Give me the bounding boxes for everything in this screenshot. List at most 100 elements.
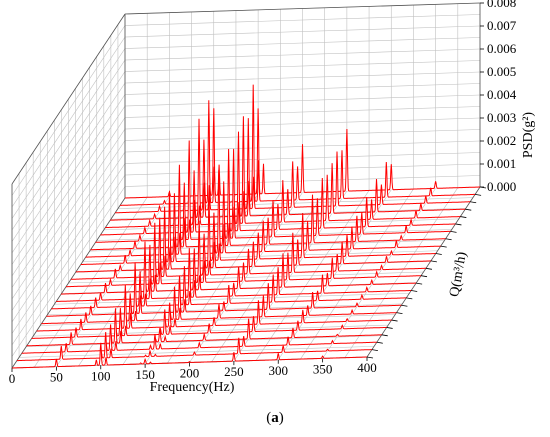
x-tick-label: 50 [50, 370, 63, 385]
axis-box-edge [124, 2, 481, 15]
y-tick-mark [406, 297, 413, 300]
y-tick-mark [376, 341, 383, 344]
x-tick-label: 0 [9, 371, 16, 386]
x-tick-label: 200 [180, 366, 200, 381]
left-wall-gridline [11, 128, 126, 300]
floor-gridline [40, 314, 396, 326]
left-wall-gridline [11, 105, 126, 277]
left-wall-gridline [11, 71, 126, 242]
floor-gridline [54, 292, 410, 305]
y-tick-mark [381, 334, 388, 337]
z-tick-label: 0.007 [487, 18, 517, 33]
left-wall-gridline [11, 174, 126, 346]
series-trace [120, 84, 476, 206]
y-tick-mark [430, 260, 437, 263]
x-tick-label: 400 [357, 360, 377, 375]
left-wall-gridline [11, 186, 126, 357]
y-tick-mark [465, 208, 472, 211]
y-tick-mark [420, 275, 428, 278]
z-tick-label: 0.008 [487, 0, 516, 10]
y-tick-mark [445, 238, 452, 241]
y-tick-mark [455, 223, 462, 226]
floor-gridline [89, 239, 445, 252]
x-axis-title: Frequency(Hz) [150, 380, 235, 395]
back-wall-gridline [124, 117, 481, 130]
left-wall-gridline [11, 151, 126, 323]
back-wall-gridline [124, 48, 481, 61]
z-tick-label: 0.000 [487, 179, 516, 194]
y-axis-title: Q(m³/h) [447, 250, 470, 298]
floor-gridline [68, 271, 424, 284]
x-tick-label: 250 [224, 364, 244, 379]
series-trace [12, 342, 367, 369]
floor-gridline [82, 250, 438, 263]
y-tick-mark [460, 216, 467, 218]
series-trace [21, 324, 377, 354]
floor-gridline [103, 218, 459, 231]
series-trace [80, 190, 436, 265]
z-tick-label: 0.005 [487, 64, 516, 79]
caption-close: ) [278, 410, 284, 426]
z-axis-title: PSD(g²) [521, 112, 536, 159]
left-wall-gridline [11, 36, 126, 208]
grid-layer [11, 2, 481, 369]
y-tick-mark [401, 304, 408, 307]
back-wall-gridline [124, 37, 481, 49]
back-wall-gridline [124, 71, 481, 84]
z-tick-label: 0.006 [487, 41, 517, 56]
series-trace [36, 284, 392, 332]
series-trace [16, 331, 372, 362]
left-wall-gridline [11, 48, 126, 219]
back-wall-gridline [124, 60, 481, 72]
y-tick-mark [391, 319, 398, 322]
back-wall-gridline [124, 106, 481, 118]
y-tick-mark [371, 349, 378, 352]
y-tick-mark [425, 267, 433, 270]
back-wall-gridline [124, 129, 481, 141]
back-wall-gridline [124, 83, 481, 95]
y-tick-mark [435, 253, 442, 255]
left-wall-gridline [11, 59, 126, 231]
y-tick-mark [366, 356, 374, 359]
figure-caption: (a) [0, 410, 550, 427]
x-tick-label: 100 [91, 368, 111, 383]
back-wall-gridline [124, 25, 481, 38]
z-tick-label: 0.002 [487, 133, 516, 148]
y-tick-mark [416, 282, 423, 285]
back-wall-gridline [124, 14, 481, 26]
series-trace [56, 241, 412, 302]
left-wall-gridline [11, 82, 126, 254]
y-tick-mark [470, 201, 477, 204]
series-trace [26, 308, 382, 347]
series-trace [115, 118, 471, 214]
floor-gridline [19, 346, 375, 358]
left-wall-gridline [11, 25, 126, 196]
left-wall-gridline [11, 117, 126, 288]
y-tick-mark [386, 327, 393, 329]
axis-box-edge [366, 186, 481, 358]
left-wall-gridline [11, 94, 126, 265]
x-tick-label: 300 [269, 363, 289, 378]
floor-gridline [117, 197, 473, 209]
axis-box-edge [11, 197, 126, 369]
y-tick-mark [450, 230, 457, 233]
axis-box-edge [11, 13, 126, 185]
left-wall-gridline [11, 140, 126, 311]
y-tick-mark [475, 193, 482, 196]
y-tick-mark [411, 290, 418, 292]
z-tick-label: 0.001 [487, 156, 516, 171]
floor-gridline [33, 324, 389, 337]
caption-open: ( [266, 410, 272, 426]
tick-layer: 0 50 100 150 200 250 300 350 400 0.000 0.001 0.002 0… [9, 0, 517, 386]
floor-gridline [26, 335, 382, 348]
back-wall-gridline [124, 94, 481, 107]
z-tick-label: 0.003 [487, 110, 516, 125]
x-tick-label: 150 [135, 367, 155, 382]
y-tick-mark [479, 186, 487, 189]
z-tick-label: 0.004 [487, 87, 517, 102]
caption-letter: a [271, 410, 279, 426]
series-layer [12, 84, 480, 369]
left-wall-gridline [11, 163, 126, 334]
y-tick-mark [396, 312, 403, 315]
